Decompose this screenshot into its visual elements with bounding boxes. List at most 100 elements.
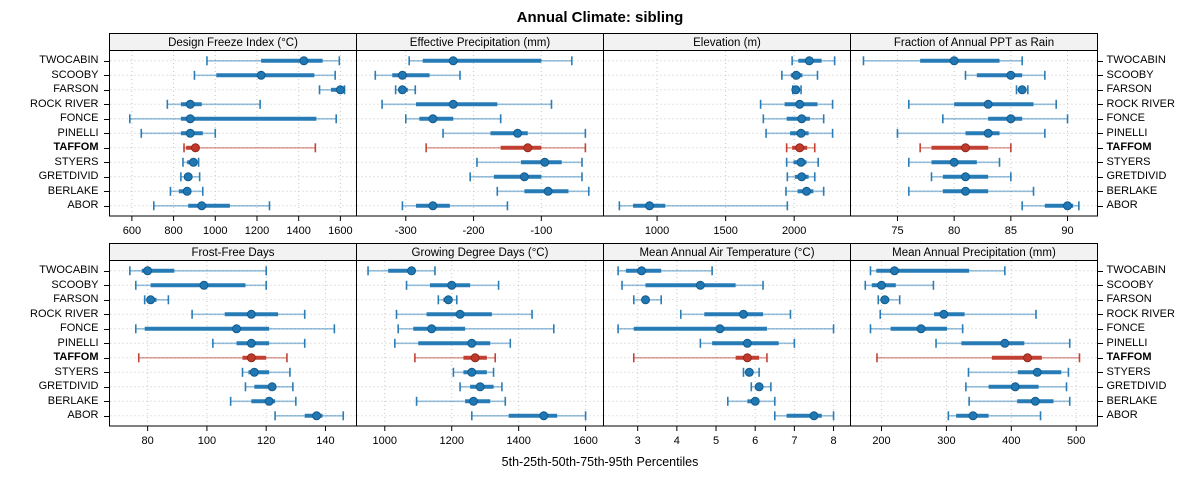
station-label: FARSON [1106, 293, 1152, 306]
axis-tick [1097, 75, 1103, 77]
percentile-series-taffom [918, 143, 1012, 153]
percentile-series-gretdivid [930, 172, 1012, 182]
trellis: TWOCABIN SCOOBY FARSON ROCK RIVER FONCE PINEL… [0, 33, 1200, 449]
axis-tick [1097, 357, 1103, 359]
percentile-series-berlake [907, 186, 1034, 196]
panel-title: Mean Annual Precipitation (mm) [892, 247, 1056, 259]
panel-title: Frost-Free Days [191, 247, 274, 259]
percentile-series-gretdivid [244, 382, 294, 392]
station-label: STYERS [1106, 365, 1151, 378]
panel-title: Fraction of Annual PPT as Rain [893, 37, 1053, 49]
station-label: STYERS [54, 365, 99, 378]
percentile-series-scooby [134, 280, 267, 290]
panel-7: Mean Annual Precipitation (mm) 200 300 400 5… [849, 243, 1098, 447]
station-label: TAFFOM [53, 141, 99, 154]
percentile-series-twocabin [616, 266, 713, 276]
axis-tick [103, 357, 109, 359]
axis-tick [103, 205, 109, 207]
axis-tick [103, 270, 109, 272]
axis-tick [103, 314, 109, 316]
percentile-series-styers [785, 157, 819, 167]
percentile-series-rock-river [679, 309, 791, 319]
station-label: ABOR [1106, 409, 1138, 422]
axis-tick-label: 5 [712, 435, 718, 447]
station-labels-left-row0: TWOCABIN SCOOBY FARSON ROCK RIVER FONCE PINEL… [3, 33, 109, 239]
percentile-series-styers [475, 157, 583, 167]
axis-tick [103, 328, 109, 330]
figure-title: Annual Climate: sibling [516, 9, 684, 26]
axis-tick [103, 147, 109, 149]
station-label: BERLAKE [1106, 394, 1158, 407]
percentile-series-styers [181, 157, 199, 167]
percentile-series-gretdivid [468, 172, 583, 182]
percentile-series-abor [401, 201, 508, 211]
panel-5: Growing Degree Days (°C) 1000 1200 1400 1600 [355, 243, 604, 447]
panel-row-0: TWOCABIN SCOOBY FARSON ROCK RIVER FONCE PINEL… [0, 33, 1200, 239]
station-label: SCOOBY [51, 68, 99, 81]
station-label: ABOR [67, 199, 99, 212]
station-label: ROCK RIVER [1106, 97, 1175, 110]
axis-tick [1097, 162, 1103, 164]
percentile-series-fonce [869, 324, 963, 334]
percentile-series-farson [394, 85, 416, 95]
percentile-series-styers [452, 367, 494, 377]
percentile-series-styers [742, 367, 760, 377]
percentile-series-rock-river [380, 99, 552, 109]
axis-tick [1097, 118, 1103, 120]
axis-tick-label: 1000 [644, 225, 668, 237]
percentile-series-abor [1020, 201, 1080, 211]
station-label: BERLAKE [47, 184, 99, 197]
axis-tick-label: 1400 [506, 435, 530, 447]
axis-tick [103, 386, 109, 388]
panel-1: Effective Precipitation (mm) -300 -200 -100 [355, 33, 604, 237]
percentile-series-pinelli [211, 338, 306, 348]
axis-tick-label: 400 [1002, 435, 1020, 447]
percentile-series-taffom [182, 143, 316, 153]
axis-tick [1097, 60, 1103, 62]
percentile-series-pinelli [393, 338, 511, 348]
axis-tick [1097, 89, 1103, 91]
axis-tick [1097, 299, 1103, 301]
axis-tick [1097, 270, 1103, 272]
percentile-series-farson [143, 295, 169, 305]
station-label: SCOOBY [1106, 68, 1154, 81]
percentile-series-abor [152, 201, 270, 211]
station-label: ABOR [1106, 199, 1138, 212]
percentile-series-scooby [373, 70, 461, 80]
panel-title: Design Freeze Index (°C) [168, 37, 298, 49]
percentile-series-taffom [632, 353, 768, 363]
axis-tick-label: 1600 [328, 225, 352, 237]
percentile-series-styers [907, 157, 1000, 167]
axis-tick-label: 120 [257, 435, 275, 447]
axis-tick [1097, 343, 1103, 345]
station-label: TWOCABIN [39, 264, 99, 277]
station-label: PINELLI [1106, 126, 1148, 139]
percentile-series-abor [470, 411, 586, 421]
percentile-series-pinelli [441, 128, 586, 138]
percentile-series-gretdivid [458, 382, 503, 392]
axis-tick-label: 1600 [573, 435, 597, 447]
percentile-series-taffom [875, 353, 1080, 363]
axis-tick-label: 4 [673, 435, 679, 447]
axis-tick [1097, 205, 1103, 207]
station-label: STYERS [54, 155, 99, 168]
axis-tick [103, 162, 109, 164]
axis-tick-label: -200 [462, 225, 484, 237]
station-labels-right-row0: TWOCABIN SCOOBY FARSON ROCK RIVER FONCE PINEL… [1097, 33, 1198, 239]
axis-tick-label: 1000 [372, 435, 396, 447]
axis-tick [1097, 133, 1103, 135]
axis-tick-label: 140 [316, 435, 334, 447]
percentile-series-farson [632, 295, 662, 305]
station-label: PINELLI [57, 336, 99, 349]
percentile-series-berlake [784, 186, 824, 196]
percentile-series-berlake [229, 396, 297, 406]
panel-title: Mean Annual Air Temperature (°C) [639, 247, 814, 259]
station-label: ROCK RIVER [30, 97, 99, 110]
axis-tick [103, 176, 109, 178]
axis-tick-label: -100 [530, 225, 552, 237]
station-label: TWOCABIN [39, 54, 99, 67]
axis-tick-label: 1000 [203, 225, 227, 237]
station-label: ABOR [67, 409, 99, 422]
station-label: TWOCABIN [1106, 54, 1166, 67]
